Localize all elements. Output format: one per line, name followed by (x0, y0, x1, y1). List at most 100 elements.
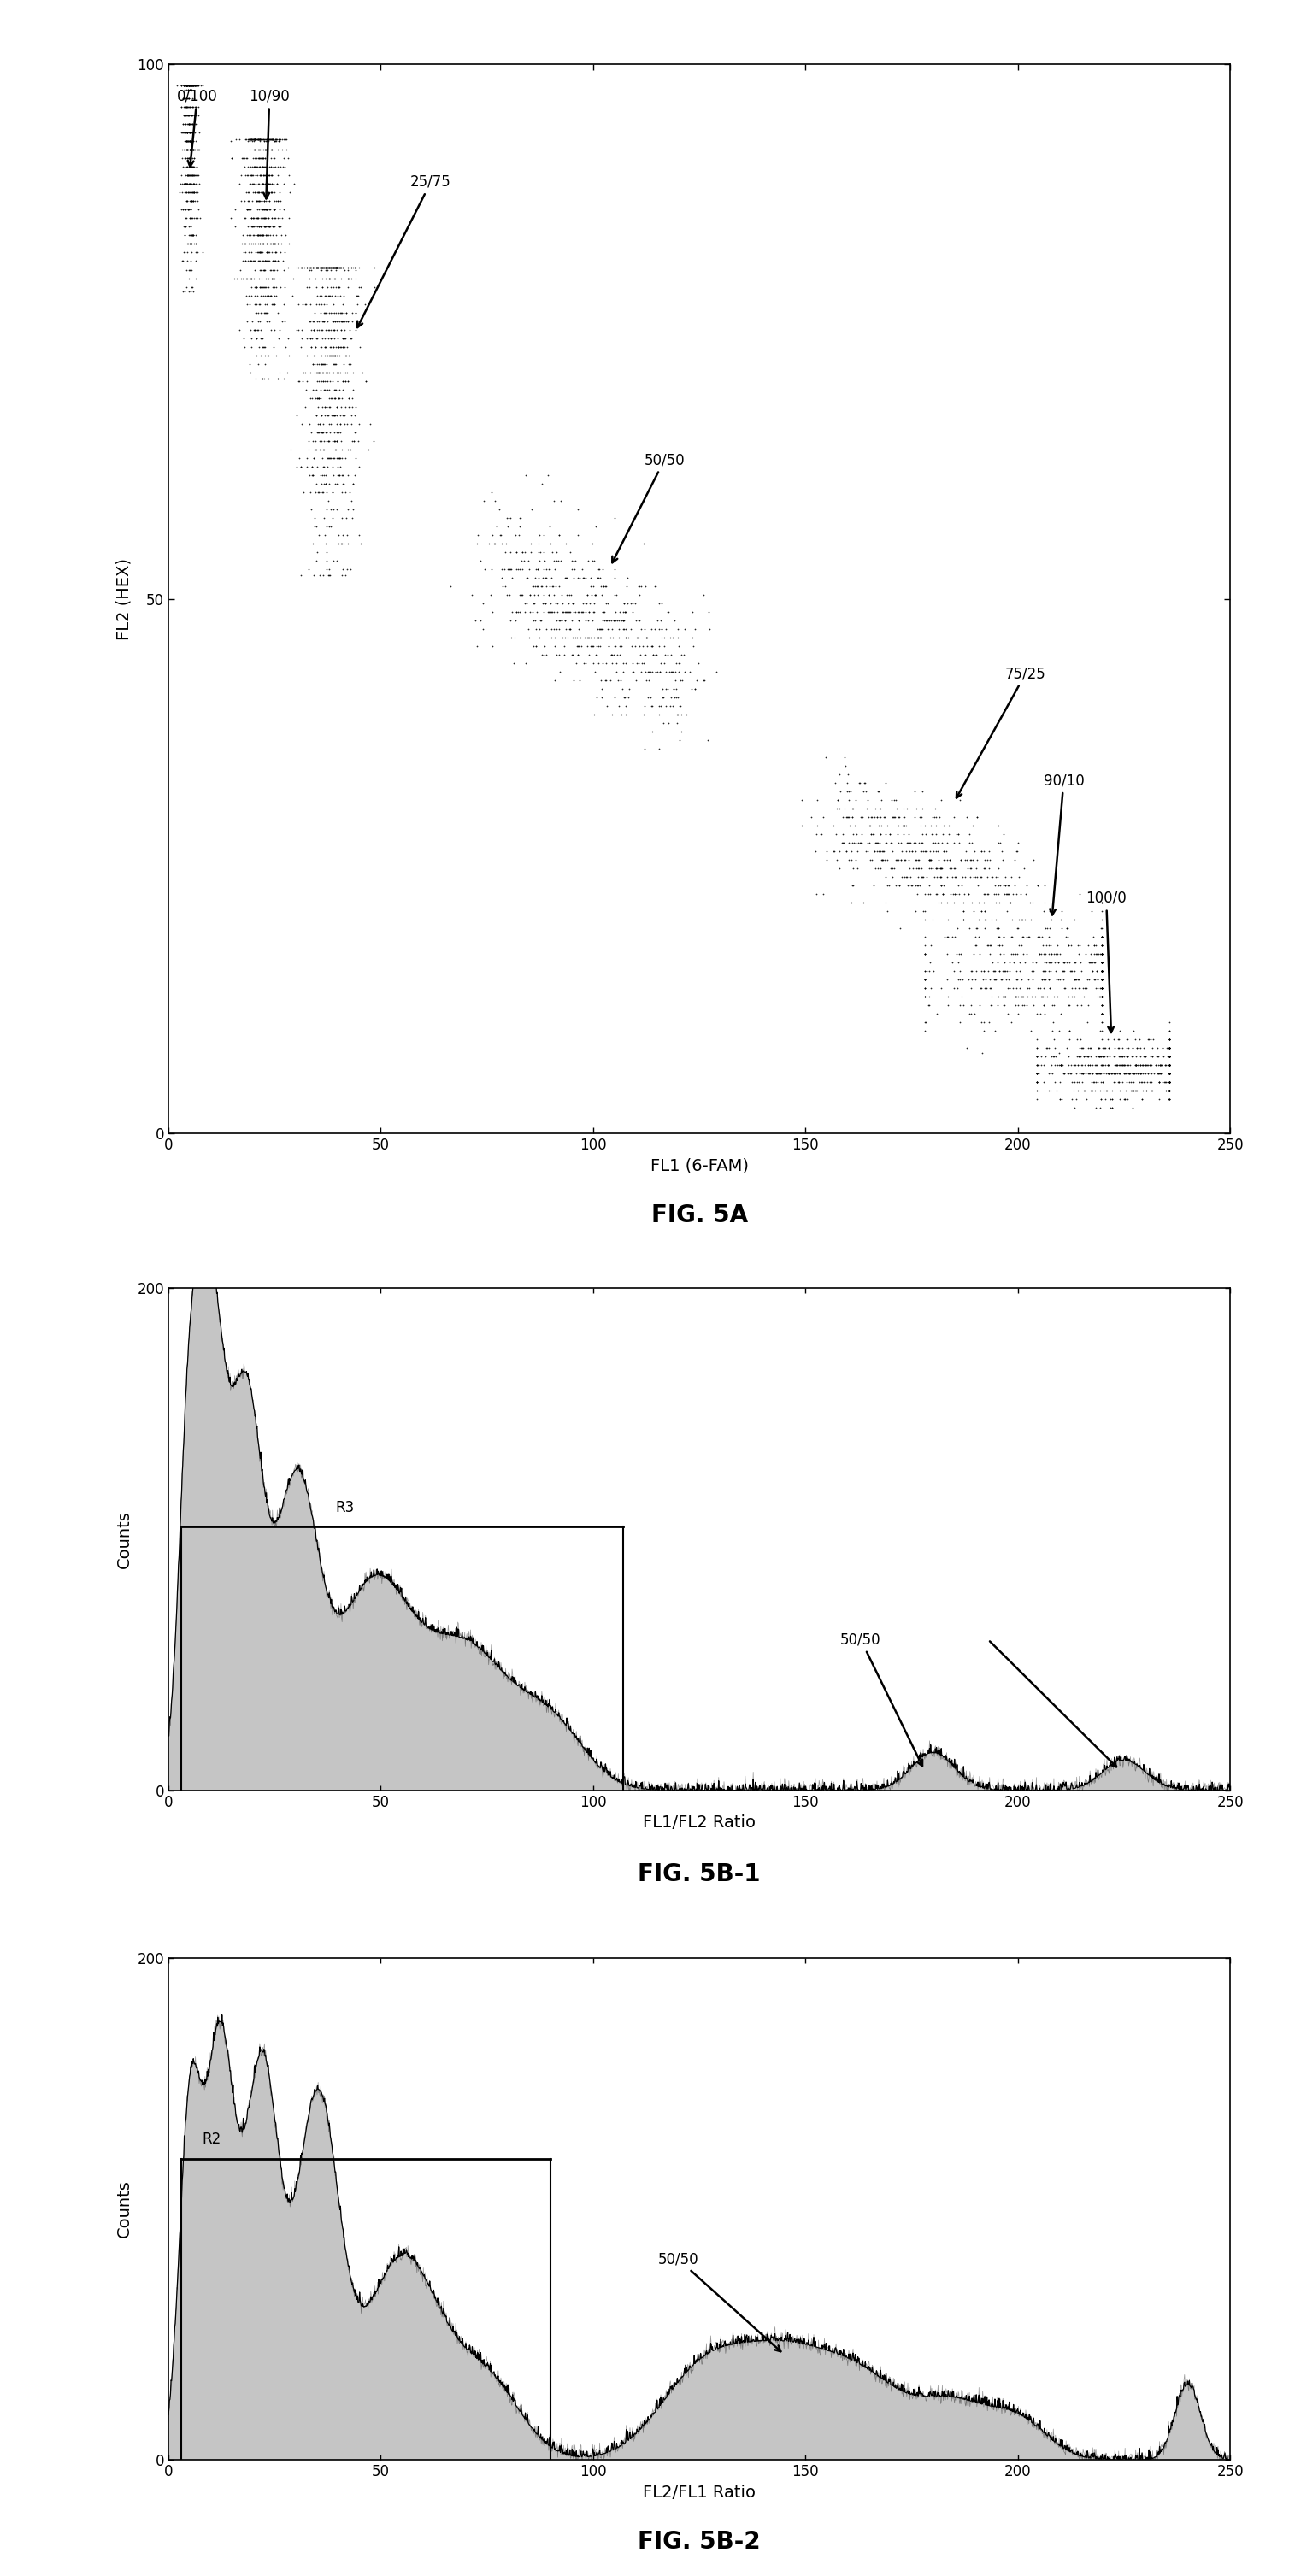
Point (914, 829, 935, 871)
Point (1053, 1054, 1074, 1095)
Point (334, 317, 355, 358)
Point (315, 247, 335, 289)
Point (1159, 1036, 1180, 1077)
Point (629, 600, 650, 641)
Point (1118, 1036, 1138, 1077)
Point (176, 147, 197, 188)
Point (1090, 1079, 1111, 1121)
Point (249, 206, 269, 247)
Point (548, 541, 569, 582)
Point (242, 206, 263, 247)
Point (501, 616, 522, 657)
Point (183, 64, 203, 106)
Point (180, 113, 201, 155)
Point (1084, 933, 1105, 974)
Point (334, 276, 355, 317)
Point (237, 147, 258, 188)
Point (174, 188, 194, 229)
Point (180, 188, 201, 229)
Point (308, 386, 329, 428)
Point (969, 917, 989, 958)
Point (508, 590, 528, 631)
Point (181, 95, 202, 137)
Point (253, 240, 273, 281)
Point (176, 147, 197, 188)
Point (974, 907, 995, 948)
Point (322, 497, 343, 538)
Point (1085, 1054, 1106, 1095)
X-axis label: FL1/FL2 Ratio: FL1/FL2 Ratio (642, 1814, 756, 1832)
Point (1158, 1061, 1178, 1103)
Point (1087, 1043, 1107, 1084)
Point (234, 198, 255, 240)
Point (1121, 1061, 1142, 1103)
Point (974, 848, 995, 889)
Point (1070, 873, 1090, 914)
Point (273, 139, 294, 180)
Point (1046, 1069, 1067, 1110)
Point (245, 358, 265, 399)
Point (171, 64, 192, 106)
Point (908, 848, 929, 889)
Point (605, 556, 625, 598)
Point (1092, 951, 1112, 992)
Point (676, 693, 697, 734)
Point (328, 353, 348, 394)
Point (932, 814, 953, 855)
Point (174, 270, 194, 312)
Point (307, 376, 328, 417)
Point (882, 855, 903, 896)
Point (300, 327, 321, 368)
Point (614, 582, 635, 623)
Point (952, 855, 973, 896)
Point (247, 118, 268, 160)
Point (180, 139, 201, 180)
Point (866, 822, 887, 863)
Point (263, 327, 284, 368)
Point (535, 541, 556, 582)
Point (670, 641, 690, 683)
Point (860, 840, 881, 881)
Point (1159, 1054, 1180, 1095)
Point (597, 685, 618, 726)
Point (514, 590, 535, 631)
Point (253, 276, 273, 317)
Point (613, 652, 633, 693)
Point (247, 129, 268, 170)
Point (174, 162, 194, 204)
Point (254, 139, 275, 180)
Point (184, 173, 205, 214)
Point (1134, 1061, 1155, 1103)
Point (1092, 994, 1112, 1036)
Point (246, 180, 267, 222)
Point (238, 173, 259, 214)
Point (332, 453, 352, 495)
Point (912, 814, 932, 855)
Point (1077, 1054, 1098, 1095)
Point (184, 95, 205, 137)
Point (175, 95, 196, 137)
Point (1123, 1061, 1143, 1103)
Point (255, 129, 276, 170)
Point (1105, 1061, 1125, 1103)
Point (1087, 969, 1107, 1010)
Point (188, 155, 208, 196)
Point (988, 917, 1009, 958)
Point (310, 428, 330, 469)
Point (919, 873, 940, 914)
Point (658, 634, 679, 675)
Point (286, 309, 307, 350)
Point (251, 188, 272, 229)
Point (1026, 1036, 1046, 1077)
Point (320, 309, 341, 350)
Point (243, 155, 264, 196)
Point (174, 162, 194, 204)
Point (1159, 1061, 1180, 1103)
Point (671, 685, 692, 726)
Point (254, 327, 275, 368)
Point (866, 829, 887, 871)
Point (303, 335, 324, 376)
Point (325, 301, 346, 343)
Point (641, 711, 662, 752)
Point (554, 600, 575, 641)
